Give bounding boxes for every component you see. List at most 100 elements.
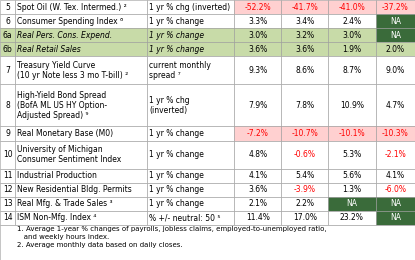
Text: 3.4%: 3.4%: [295, 17, 315, 25]
Bar: [281, 197, 328, 211]
Text: 9.0%: 9.0%: [386, 66, 405, 75]
Text: 1 yr % change: 1 yr % change: [149, 129, 204, 138]
Bar: [328, 197, 376, 211]
Text: -37.2%: -37.2%: [382, 3, 409, 11]
Bar: [376, 211, 415, 225]
Bar: [234, 141, 281, 169]
Bar: [15, 28, 147, 42]
Text: % +/- neutral: 50 ⁵: % +/- neutral: 50 ⁵: [149, 213, 220, 222]
Bar: [376, 28, 415, 42]
Bar: [15, 14, 147, 28]
Bar: [376, 197, 415, 211]
Bar: [147, 14, 234, 28]
Text: 4.8%: 4.8%: [248, 150, 268, 159]
Bar: [281, 28, 328, 42]
Bar: [328, 169, 376, 183]
Bar: [147, 0, 234, 14]
Text: 4.1%: 4.1%: [248, 171, 268, 180]
Text: High-Yield Bond Spread
(BofA ML US HY Option-
Adjusted Spread) ⁹: High-Yield Bond Spread (BofA ML US HY Op…: [17, 91, 107, 120]
Text: 5: 5: [5, 3, 10, 11]
Text: Real Retail Sales: Real Retail Sales: [17, 45, 81, 54]
Bar: [281, 42, 328, 56]
Bar: [0, 28, 15, 42]
Text: NA: NA: [390, 213, 401, 222]
Text: 7.8%: 7.8%: [295, 101, 315, 110]
Bar: [147, 169, 234, 183]
Text: 2.1%: 2.1%: [249, 199, 267, 208]
Text: 1. Average 1-year % changes of payrolls, jobless claims, employed-to-unemployed : 1. Average 1-year % changes of payrolls,…: [17, 226, 327, 248]
Text: 1 yr % change: 1 yr % change: [149, 31, 204, 40]
Text: 6: 6: [5, 17, 10, 25]
Bar: [281, 169, 328, 183]
Bar: [0, 14, 15, 28]
Text: -10.3%: -10.3%: [382, 129, 409, 138]
Text: Real Mfg. & Trade Sales ³: Real Mfg. & Trade Sales ³: [17, 199, 112, 208]
Bar: [0, 197, 15, 211]
Bar: [0, 169, 15, 183]
Text: -10.1%: -10.1%: [339, 129, 365, 138]
Bar: [0, 56, 15, 84]
Text: 2.0%: 2.0%: [386, 45, 405, 54]
Text: 8.7%: 8.7%: [342, 66, 361, 75]
Text: 10.9%: 10.9%: [340, 101, 364, 110]
Bar: [147, 197, 234, 211]
Text: 23.2%: 23.2%: [340, 213, 364, 222]
Bar: [376, 183, 415, 197]
Bar: [147, 126, 234, 141]
Text: 3.2%: 3.2%: [295, 31, 315, 40]
Text: 14: 14: [3, 213, 12, 222]
Text: 11.4%: 11.4%: [246, 213, 270, 222]
Bar: [147, 56, 234, 84]
Bar: [281, 183, 328, 197]
Text: Consumer Spending Index ⁶: Consumer Spending Index ⁶: [17, 17, 123, 25]
Text: -3.9%: -3.9%: [294, 185, 316, 194]
Text: 1 yr % change: 1 yr % change: [149, 171, 204, 180]
Bar: [0, 183, 15, 197]
Text: Real Monetary Base (M0): Real Monetary Base (M0): [17, 129, 113, 138]
Text: Industrial Production: Industrial Production: [17, 171, 97, 180]
Bar: [147, 183, 234, 197]
Text: 11: 11: [3, 171, 12, 180]
Text: 3.6%: 3.6%: [248, 45, 268, 54]
Text: NA: NA: [390, 17, 401, 25]
Text: University of Michigan
Consumer Sentiment Index: University of Michigan Consumer Sentimen…: [17, 145, 121, 164]
Bar: [376, 141, 415, 169]
Text: -7.2%: -7.2%: [247, 129, 269, 138]
Bar: [281, 14, 328, 28]
Text: 1 yr % change: 1 yr % change: [149, 17, 204, 25]
Bar: [281, 84, 328, 126]
Text: current monthly
spread ⁷: current monthly spread ⁷: [149, 61, 211, 80]
Bar: [0, 126, 15, 141]
Bar: [328, 211, 376, 225]
Bar: [234, 14, 281, 28]
Text: 1 yr % chg
(inverted): 1 yr % chg (inverted): [149, 96, 190, 115]
Text: 12: 12: [3, 185, 12, 194]
Text: ISM Non-Mfg. Index ⁴: ISM Non-Mfg. Index ⁴: [17, 213, 96, 222]
Text: -41.7%: -41.7%: [291, 3, 318, 11]
Bar: [234, 183, 281, 197]
Text: 4.1%: 4.1%: [386, 171, 405, 180]
Bar: [147, 211, 234, 225]
Bar: [234, 84, 281, 126]
Bar: [15, 84, 147, 126]
Bar: [0, 225, 415, 260]
Bar: [15, 183, 147, 197]
Bar: [281, 141, 328, 169]
Text: -10.7%: -10.7%: [291, 129, 318, 138]
Bar: [234, 169, 281, 183]
Bar: [281, 0, 328, 14]
Bar: [15, 211, 147, 225]
Bar: [15, 0, 147, 14]
Bar: [328, 14, 376, 28]
Text: 5.4%: 5.4%: [295, 171, 315, 180]
Bar: [328, 183, 376, 197]
Bar: [281, 211, 328, 225]
Text: 9.3%: 9.3%: [248, 66, 268, 75]
Text: 2.2%: 2.2%: [295, 199, 314, 208]
Bar: [376, 169, 415, 183]
Text: 10: 10: [3, 150, 12, 159]
Text: 3.0%: 3.0%: [248, 31, 268, 40]
Text: 2.4%: 2.4%: [342, 17, 361, 25]
Text: 8.6%: 8.6%: [295, 66, 315, 75]
Text: Real Pers. Cons. Expend.: Real Pers. Cons. Expend.: [17, 31, 112, 40]
